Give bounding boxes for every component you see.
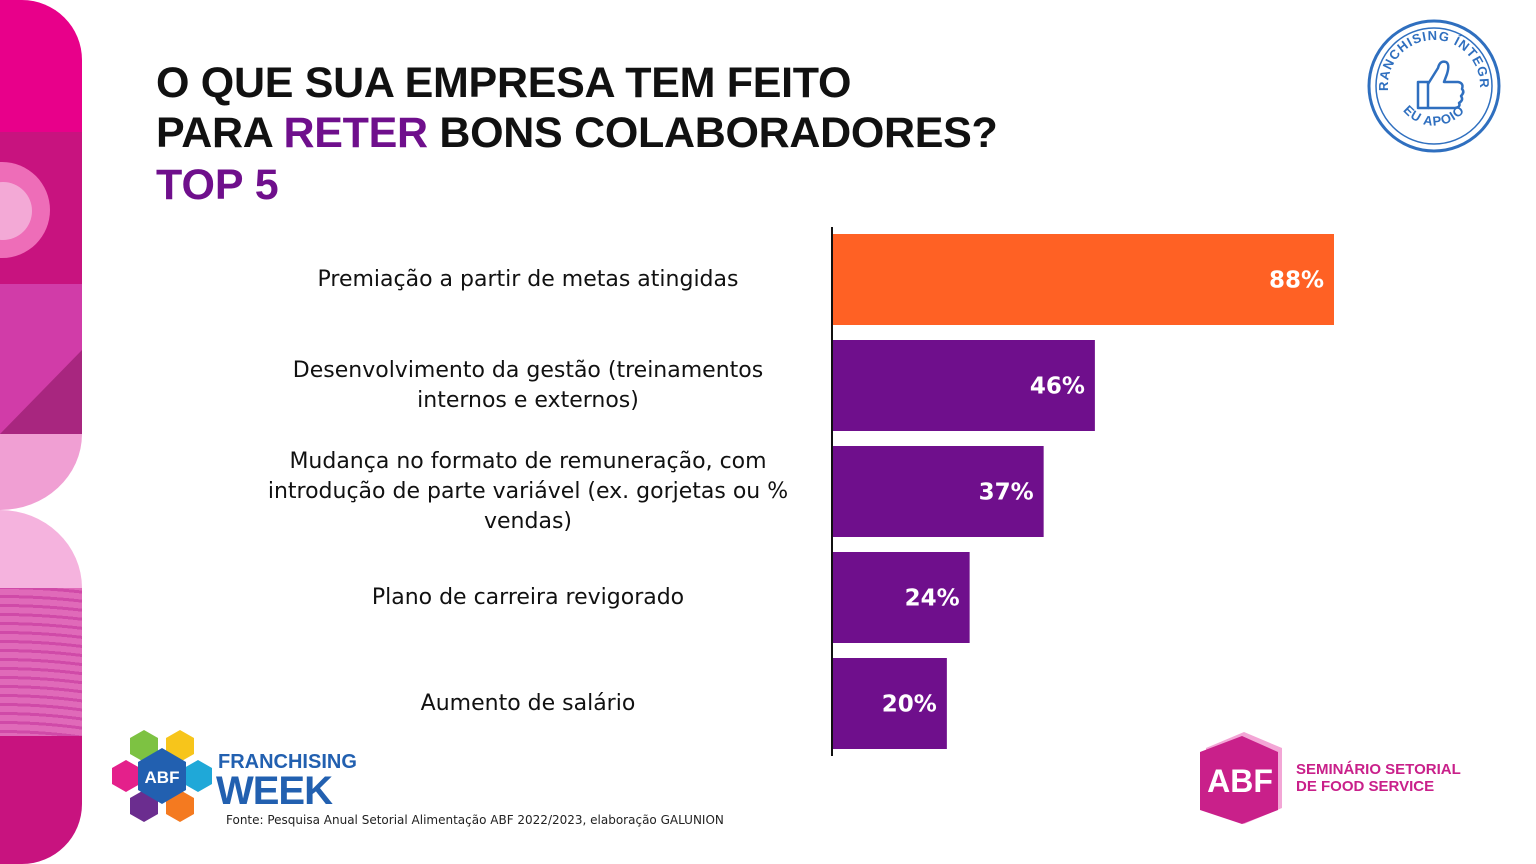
title-line-2-pre: PARA [156,109,284,157]
bar-3 [833,446,1044,537]
bar-5 [833,658,947,749]
category-label-4: Plano de carreira revigorado [248,583,808,613]
abf-badge-text: ABF [1207,763,1273,799]
bar-2 [833,340,1095,431]
franchising-integro-seal: FRANCHISING ÍNTEGRO EU APOIO [1366,18,1501,153]
page-title: O QUE SUA EMPRESA TEM FEITO PARA RETER B… [156,58,998,158]
category-label-line: Premiação a partir de metas atingidas [317,266,739,292]
category-label-3: Mudança no formato de remuneração, com in… [248,447,808,537]
category-label-5: Aumento de salário [248,689,808,719]
abf-line-2: DE FOOD SERVICE [1296,778,1434,795]
bar-value-label-5: 20% [882,692,937,718]
title-highlight: RETER [283,109,429,157]
bar-value-label-3: 37% [979,480,1034,506]
title-line-2: PARA RETER BONS COLABORADORES? [156,108,998,158]
category-label-line: introdução de parte variável (ex. gorjet… [267,478,789,504]
bar-4 [833,552,970,643]
category-label-2: Desenvolvimento da gestão (treinamentos i… [248,356,808,416]
bar-value-label-4: 24% [905,586,960,612]
bar-1 [833,234,1334,325]
bar-value-label-1: 88% [1269,268,1324,294]
franchising-week-logo: ABF FRANCHISING WEEK [112,730,357,822]
page-subtitle: TOP 5 [156,161,279,209]
decorative-left-strip [0,0,82,864]
category-label-line: vendas) [484,508,572,534]
thumbs-up-icon [1416,60,1465,110]
title-line-1: O QUE SUA EMPRESA TEM FEITO [156,59,852,107]
category-label-line: Plano de carreira revigorado [371,584,685,610]
fw-line-2: WEEK [216,769,333,813]
abf-line-1: SEMINÁRIO SETORIAL [1296,761,1461,778]
category-label-1: Premiação a partir de metas atingidas [248,265,808,295]
abf-seminario-logo: ABF SEMINÁRIO SETORIAL DE FOOD SERVICE [1200,732,1461,824]
fw-badge-text: ABF [145,768,180,787]
title-line-2-post: BONS COLABORADORES? [427,109,998,157]
category-label-line: Desenvolvimento da gestão (treinamentos [292,357,764,383]
bar-value-label-2: 46% [1030,374,1085,400]
category-label-line: Mudança no formato de remuneração, com [289,448,767,474]
category-label-line: Aumento de salário [420,690,636,716]
category-label-line: internos e externos) [417,387,639,413]
fw-line-1: FRANCHISING [218,751,357,773]
source-note: Fonte: Pesquisa Anual Setorial Alimentaç… [226,813,724,827]
